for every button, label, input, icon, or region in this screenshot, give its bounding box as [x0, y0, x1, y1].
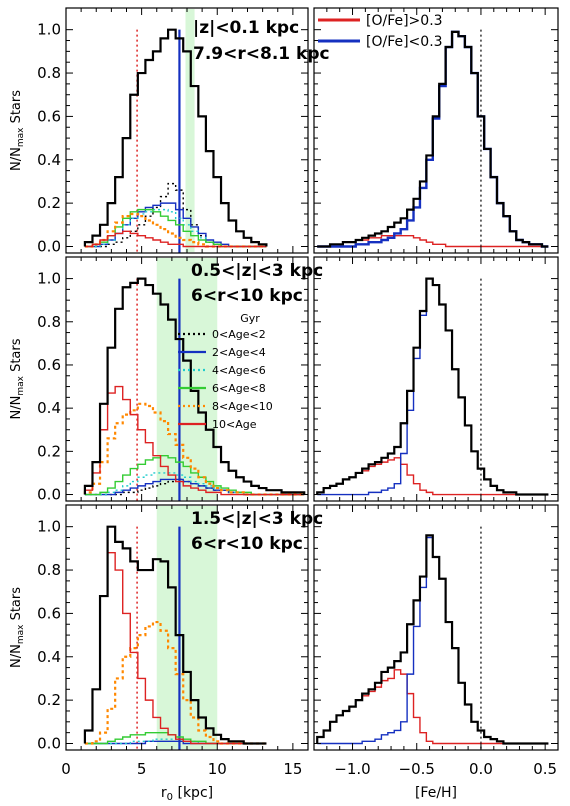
- legend-label: 8<Age<10: [212, 400, 273, 413]
- panel-frame: [313, 7, 559, 254]
- x-tick-label: 10: [208, 760, 227, 778]
- series-line-[O/Fe]<0.3: [317, 536, 549, 745]
- y-tick-label: 0.2: [37, 194, 61, 212]
- x-axis-label: [Fe/H]: [415, 785, 457, 801]
- panel-middle-right: [313, 256, 559, 502]
- y-axis-label: N/Nmax Stars: [9, 587, 26, 668]
- panel-top-right: [O/Fe]>0.3 [O/Fe]<0.3: [313, 7, 559, 254]
- y-tick-label: 0.8: [37, 64, 61, 82]
- panel-annotation: 1.5<|z|<3 kpc: [191, 509, 323, 529]
- legend-label: [O/Fe]>0.3: [366, 13, 443, 29]
- x-axis-label: r0 [kpc]: [161, 785, 213, 803]
- series-line-all-stars: [83, 277, 306, 495]
- legend-label: 0<Age<2: [212, 328, 266, 341]
- legend-label: 4<Age<6: [212, 364, 266, 377]
- y-tick-label: 1.0: [37, 21, 61, 39]
- y-tick-label: 0.4: [37, 399, 61, 417]
- y-tick-label: 0.8: [37, 561, 61, 579]
- y-tick-label: 0.6: [37, 356, 61, 374]
- panel-annotation: 6<r<10 kpc: [191, 286, 303, 306]
- series-line-all-stars: [316, 534, 549, 745]
- legend-label: 6<Age<8: [212, 382, 266, 395]
- y-tick-label: 0.0: [37, 486, 61, 504]
- series-line-10<Age: [84, 385, 305, 496]
- y-tick-label: 0.8: [37, 313, 61, 331]
- x-tick-label: 5: [137, 760, 147, 778]
- series-line-10<Age: [84, 230, 267, 248]
- series-line-8<Age<10: [84, 212, 267, 248]
- y-tick-label: 0.6: [37, 604, 61, 622]
- series-line-all-stars: [83, 28, 268, 247]
- legend-label: 10<Age: [212, 418, 257, 431]
- panel-middle-left: 0.0 0.2 0.4 0.6 0.8 1.0 N/Nmax Stars 0.5<|z|<3 …: [9, 256, 323, 504]
- panel-bottom-right: −1.0 −0.5 0.0 0.5 [Fe/H]: [313, 504, 559, 801]
- panel-bottom-left: 0.0 0.2 0.4 0.6 0.8 1.0 N/Nmax Stars 1.5<|z|<3 …: [9, 504, 323, 803]
- y-tick-label: 0.0: [37, 734, 61, 752]
- series-line-all-stars: [316, 277, 549, 496]
- y-axis-label: N/Nmax Stars: [9, 90, 26, 171]
- y-tick-label: 0.4: [37, 648, 61, 666]
- y-tick-label: 0.2: [37, 442, 61, 460]
- series-line-6<Age<8: [84, 208, 267, 248]
- series-line-all-stars: [83, 525, 267, 745]
- series-line-[O/Fe]<0.3: [317, 277, 549, 496]
- series-line-all-stars: [317, 30, 549, 248]
- x-tick-label: −1.0: [334, 760, 370, 778]
- x-tick-label: 0.0: [469, 760, 493, 778]
- highlight-band: [185, 9, 195, 252]
- x-tick-label: 0.5: [533, 760, 557, 778]
- panel-frame: [313, 504, 559, 751]
- x-tick-label: 0: [61, 760, 71, 778]
- panel-annotation: 6<r<10 kpc: [191, 534, 303, 554]
- series-line-8<Age<10: [83, 402, 305, 496]
- panel-annotation: 0.5<|z|<3 kpc: [191, 261, 323, 281]
- panel-annotation: |z|<0.1 kpc: [193, 18, 299, 38]
- y-tick-label: 0.2: [37, 691, 61, 709]
- panel-frame: [313, 256, 559, 502]
- panel-top-left: 0.0 0.2 0.4 0.6 0.8 1.0 N/Nmax Stars |z|<0.1 kp…: [9, 7, 330, 255]
- x-tick-label: −0.5: [399, 760, 435, 778]
- y-tick-label: 0.4: [37, 151, 61, 169]
- legend-label: 2<Age<4: [212, 346, 266, 359]
- x-tick-label: 15: [283, 760, 302, 778]
- series-line-6<Age<8: [84, 454, 305, 496]
- legend-label: [O/Fe]<0.3: [366, 34, 443, 50]
- highlight-band: [156, 506, 218, 749]
- y-axis-label: N/Nmax Stars: [9, 338, 26, 419]
- y-tick-label: 1.0: [37, 270, 61, 288]
- panel-annotation: 7.9<r<8.1 kpc: [193, 44, 330, 64]
- series-line-4<Age<6: [84, 208, 267, 248]
- y-tick-label: 0.0: [37, 237, 61, 255]
- y-tick-label: 0.6: [37, 107, 61, 125]
- y-tick-label: 1.0: [37, 518, 61, 536]
- highlight-band: [156, 258, 218, 500]
- legend-title: Gyr: [240, 312, 260, 325]
